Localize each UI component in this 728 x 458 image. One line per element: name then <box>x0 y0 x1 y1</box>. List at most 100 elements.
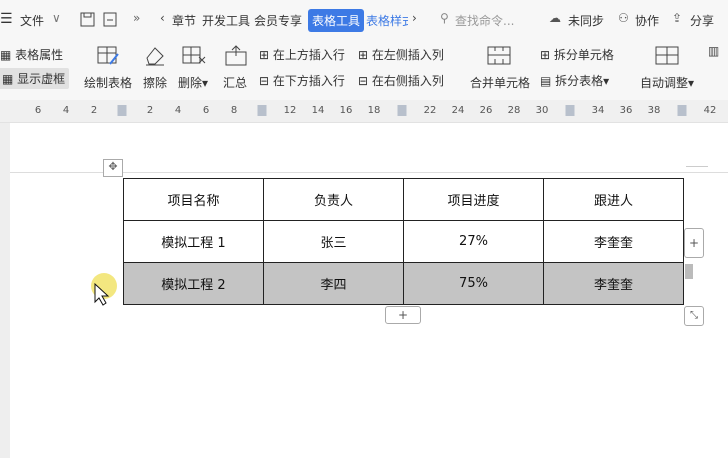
ruler-label: 36 <box>619 105 633 116</box>
merge-icon <box>487 46 511 65</box>
ribbon-button[interactable]: ⊟ 在下方插入行 <box>259 74 345 88</box>
ruler-label: 16 <box>339 105 353 116</box>
cursor <box>91 273 117 306</box>
share-icon: ⇪ <box>672 11 683 25</box>
label: 拆分表格 <box>555 74 604 88</box>
ruler-label: 8 <box>230 105 238 116</box>
ruler-label: 38 <box>647 105 661 116</box>
page-edge <box>10 172 728 173</box>
label: 拆分单元格 <box>553 48 614 62</box>
ruler-marker <box>397 105 407 116</box>
sum-icon <box>225 45 247 66</box>
ruler-label: 4 <box>62 105 70 116</box>
ribbon-button[interactable]: ▤ 拆分表格▾ <box>540 74 610 88</box>
ruler-label: 6 <box>202 105 210 116</box>
ruler-label: 18 <box>367 105 381 116</box>
collab[interactable]: 协作 <box>635 14 660 28</box>
dropdown: ∨ <box>52 11 61 25</box>
tab[interactable]: 会员专享 <box>254 14 303 28</box>
cell[interactable]: 负责人 <box>263 178 404 221</box>
ribbon-button[interactable]: ⊟ 在右侧插入列 <box>358 74 444 88</box>
ruler-label: 14 <box>311 105 325 116</box>
tab[interactable]: 章节 <box>172 14 197 28</box>
cell[interactable]: 项目进度 <box>403 178 544 221</box>
ruler-label: 2 <box>90 105 98 116</box>
cloud-icon: ☁ <box>549 11 561 25</box>
table-row: 模拟工程 2 李四 75% 李奎奎 <box>123 262 684 305</box>
cell[interactable]: 张三 <box>263 220 404 263</box>
tab-prev[interactable]: ‹ <box>160 11 165 25</box>
ruler-label: 2 <box>146 105 154 116</box>
erase-icon <box>146 47 164 66</box>
quick-icons[interactable] <box>80 11 122 29</box>
cell[interactable]: 模拟工程 1 <box>123 220 264 263</box>
label: 在左侧插入列 <box>371 48 444 62</box>
ribbon-button[interactable]: 汇总 <box>223 76 248 90</box>
sync[interactable]: 未同步 <box>568 14 605 28</box>
ribbon-button[interactable]: ⊞ 在上方插入行 <box>259 48 345 62</box>
cell[interactable]: 李奎奎 <box>543 220 684 263</box>
resize-handle[interactable]: ⤡ <box>684 306 704 326</box>
share[interactable]: 分享 <box>690 14 715 28</box>
page-margin <box>0 123 10 458</box>
file-menu[interactable]: 文件 <box>20 14 45 28</box>
ruler-label: 12 <box>283 105 297 116</box>
label: 显示虚框 <box>17 72 66 86</box>
add-row[interactable]: + <box>385 306 421 324</box>
ribbon-more[interactable]: ▥ <box>708 44 720 58</box>
cell[interactable]: 项目名称 <box>123 178 264 221</box>
ribbon-button[interactable]: 绘制表格 <box>84 76 133 90</box>
cell[interactable]: 李奎奎 <box>543 262 684 305</box>
ribbon-button[interactable]: ⊞ 拆分单元格 <box>540 48 614 62</box>
cell[interactable]: 27% <box>403 220 544 263</box>
ruler-label: 24 <box>451 105 465 116</box>
tab-next[interactable]: › <box>412 11 417 25</box>
ruler-marker <box>677 105 687 116</box>
ribbon-button[interactable]: ⊞ 在左侧插入列 <box>358 48 444 62</box>
margin-mark <box>686 166 708 167</box>
ribbon-button[interactable]: 合并单元格 <box>470 76 531 90</box>
tab[interactable]: 表格样式 <box>366 14 408 28</box>
label: 在下方插入行 <box>272 74 345 88</box>
ruler-marker <box>565 105 575 116</box>
label: 删除 <box>178 76 203 90</box>
ruler-label: 4 <box>174 105 182 116</box>
ribbon-button[interactable]: 自动调整▾ <box>640 76 695 90</box>
ruler-marker <box>117 105 127 116</box>
table-move-handle[interactable]: ✥ <box>103 159 123 177</box>
ruler-label: 22 <box>423 105 437 116</box>
toolbar: ☰ 文件 ∨ » ‹ 章节 开发工具 会员专享 表格工具 表格样式 › ⚲ 查找… <box>0 0 728 100</box>
ribbon-button[interactable]: ▦ 表格属性 <box>0 48 64 62</box>
ruler-label: 34 <box>591 105 605 116</box>
tab[interactable]: 开发工具 <box>202 14 251 28</box>
row-marker <box>685 264 693 279</box>
ribbon-button[interactable]: 擦除 <box>143 76 168 90</box>
more[interactable]: » <box>133 11 141 25</box>
ruler-label: 42 <box>703 105 717 116</box>
add-column[interactable]: + <box>684 228 704 258</box>
cell[interactable]: 模拟工程 2 <box>123 262 264 305</box>
ruler-label: 6 <box>34 105 42 116</box>
ruler-marker <box>257 105 267 116</box>
cell[interactable]: 75% <box>403 262 544 305</box>
user-icon: ⚇ <box>618 11 629 25</box>
autofit-icon <box>655 46 679 65</box>
cell[interactable]: 跟进人 <box>543 178 684 221</box>
label: 在上方插入行 <box>272 48 345 62</box>
ribbon-button[interactable]: ▦ 显示虚框 <box>0 68 70 89</box>
active-tab[interactable]: 表格工具 <box>308 9 365 32</box>
label: 自动调整 <box>640 76 689 90</box>
label: 在右侧插入列 <box>371 74 444 88</box>
ribbon-button[interactable]: 删除▾ <box>178 76 209 90</box>
menu-icon[interactable]: ☰ <box>0 11 13 27</box>
ruler: 6 4 2 2 4 6 8 12 14 16 18 22 24 26 28 30 34 36 38 42 <box>0 100 728 123</box>
ruler-label: 26 <box>479 105 493 116</box>
table-row: 项目名称 负责人 项目进度 跟进人 <box>123 178 684 221</box>
search[interactable]: 查找命令... <box>455 14 515 28</box>
delete-icon <box>182 46 206 64</box>
table-row: 模拟工程 1 张三 27% 李奎奎 <box>123 220 684 263</box>
ruler-label: 30 <box>535 105 549 116</box>
search-icon: ⚲ <box>440 11 449 25</box>
cell[interactable]: 李四 <box>263 262 404 305</box>
